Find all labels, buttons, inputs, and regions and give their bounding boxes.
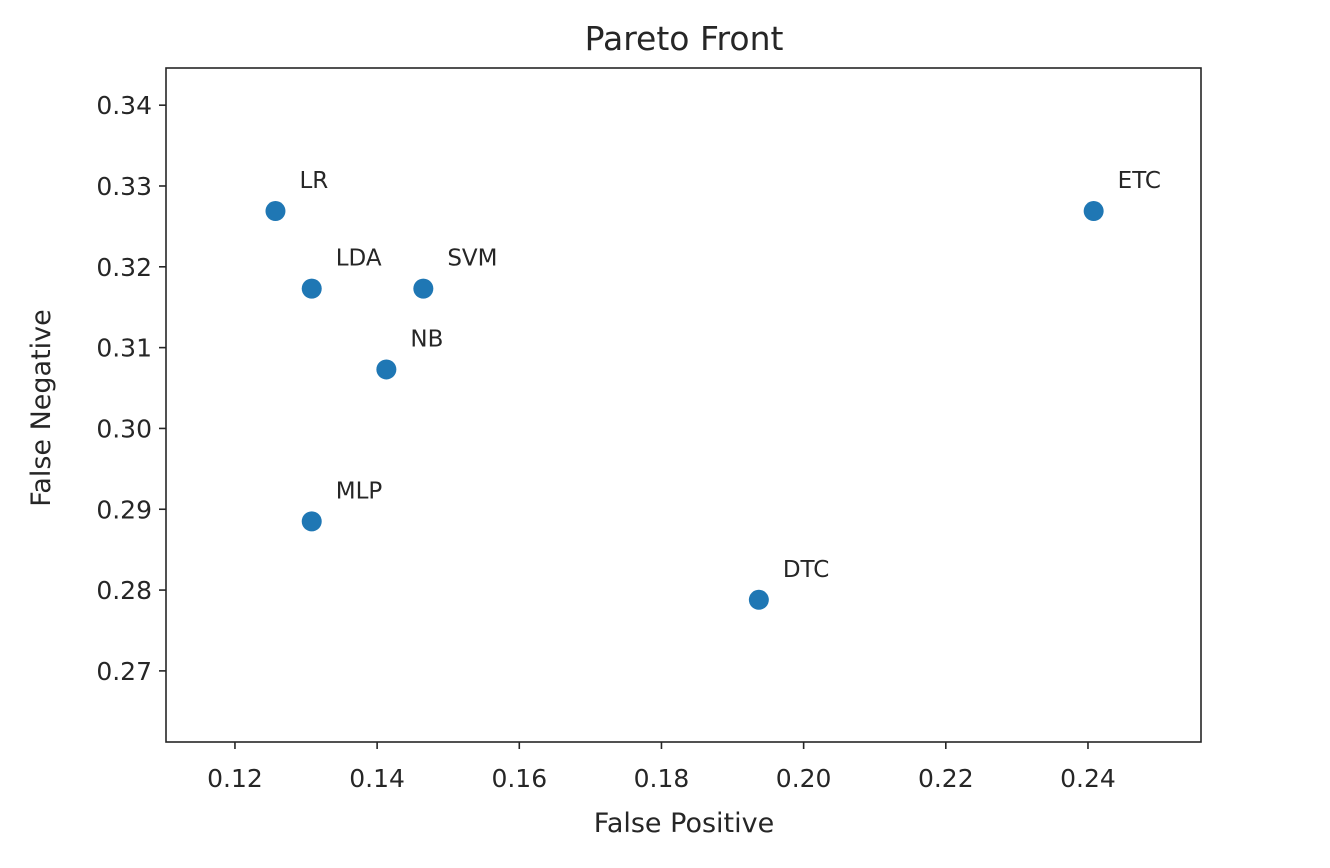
x-tick-label: 0.12 [207, 764, 263, 793]
x-tick-label: 0.20 [776, 764, 832, 793]
x-tick-label: 0.22 [918, 764, 974, 793]
point-label-dtc: DTC [783, 557, 829, 583]
point-lda [301, 278, 322, 299]
point-dtc [748, 589, 769, 610]
plot-frame [165, 67, 1202, 743]
y-axis: 0.27 0.28 0.29 0.30 0.31 0.32 0.33 0.34 [96, 91, 166, 686]
point-label-lda: LDA [336, 246, 382, 272]
x-tick-label: 0.18 [634, 764, 690, 793]
y-tick-label: 0.31 [96, 334, 152, 363]
point-label-mlp: MLP [336, 478, 383, 504]
point-mlp [301, 511, 322, 532]
x-tick-label: 0.16 [491, 764, 547, 793]
x-tick-label: 0.14 [349, 764, 405, 793]
x-axis: 0.12 0.14 0.16 0.18 0.20 0.22 0.24 [207, 742, 1116, 793]
y-tick-label: 0.27 [96, 657, 152, 686]
point-label-lr: LR [299, 168, 328, 194]
y-tick-label: 0.29 [96, 495, 152, 524]
y-tick-label: 0.28 [96, 576, 152, 605]
chart-title: Pareto Front [585, 19, 784, 58]
y-tick-label: 0.32 [96, 253, 152, 282]
point-label-etc: ETC [1118, 168, 1161, 194]
y-tick-label: 0.30 [96, 414, 152, 443]
x-tick-label: 0.24 [1060, 764, 1116, 793]
y-tick-label: 0.34 [96, 91, 152, 120]
point-etc [1083, 201, 1104, 222]
point-svm [413, 278, 434, 299]
point-lr [265, 201, 286, 222]
point-label-nb: NB [410, 326, 443, 352]
y-tick-label: 0.33 [96, 172, 152, 201]
x-axis-label: False Positive [594, 808, 774, 839]
point-nb [376, 359, 397, 380]
point-label-svm: SVM [447, 246, 497, 272]
data-points: LR LDA SVM NB MLP DTC ETC [265, 168, 1161, 610]
y-axis-label: False Negative [26, 309, 57, 507]
